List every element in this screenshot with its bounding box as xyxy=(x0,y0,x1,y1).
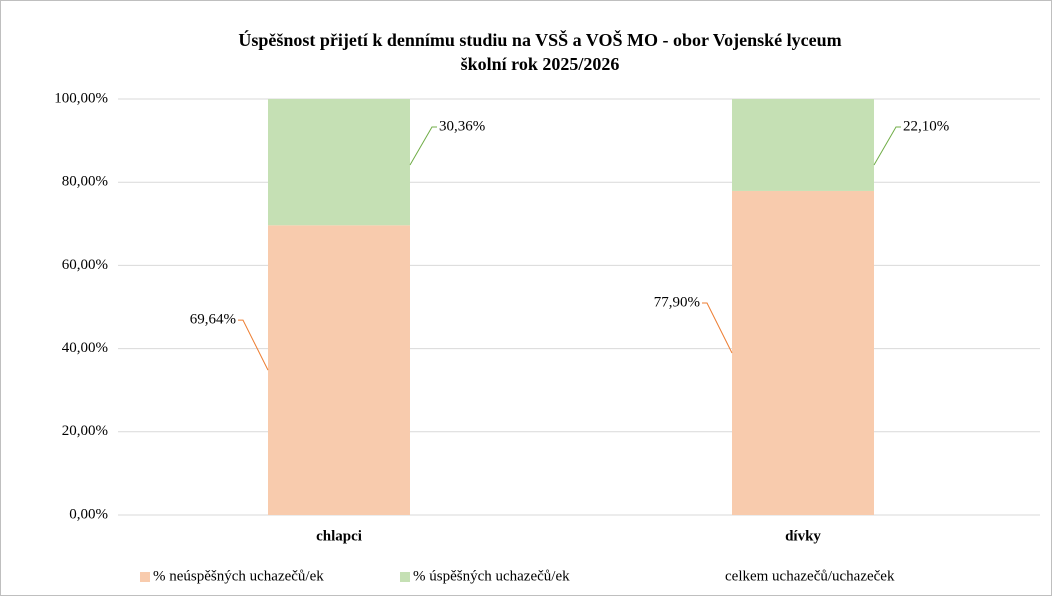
bar-segment xyxy=(268,225,410,515)
legend-swatch xyxy=(140,572,150,582)
y-tick-label: 40,00% xyxy=(62,340,108,356)
legend-swatch xyxy=(400,572,410,582)
leader-line xyxy=(409,126,437,166)
chart-title: Úspěšnost přijetí k dennímu studiu na VS… xyxy=(238,29,841,50)
bar-segment xyxy=(732,190,874,515)
bar-segment xyxy=(732,99,874,191)
data-label: 30,36% xyxy=(439,118,485,134)
legend-label: % neúspěšných uchazečů/ek xyxy=(153,568,324,584)
legend-label: % úspěšných uchazečů/ek xyxy=(413,568,570,584)
y-tick-label: 60,00% xyxy=(62,257,108,273)
bar-segment xyxy=(268,99,410,226)
y-tick-label: 20,00% xyxy=(62,423,108,439)
x-tick-label: chlapci xyxy=(316,528,362,544)
y-tick-label: 0,00% xyxy=(69,506,108,522)
data-label: 69,64% xyxy=(190,312,236,328)
leader-line xyxy=(873,126,901,166)
x-tick-label: dívky xyxy=(785,528,821,544)
chart-subtitle: školní rok 2025/2026 xyxy=(461,54,620,74)
leader-line xyxy=(238,319,269,371)
y-tick-label: 100,00% xyxy=(54,90,108,106)
data-label: 22,10% xyxy=(903,118,949,134)
y-tick-label: 80,00% xyxy=(62,174,108,190)
legend-label: celkem uchazečů/uchazeček xyxy=(725,568,895,584)
leader-line xyxy=(702,302,733,354)
data-label: 77,90% xyxy=(654,294,700,310)
